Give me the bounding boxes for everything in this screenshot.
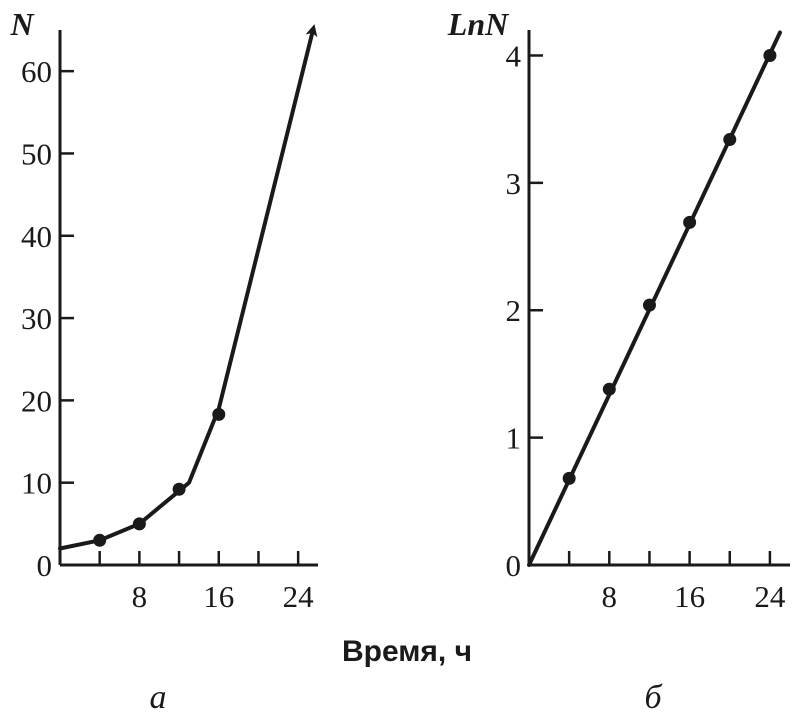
y-tick-label: 10	[21, 466, 52, 501]
chart-panel-a: N 0 10 20 30 40 50 60 8 16 24	[9, 6, 318, 614]
data-point	[212, 407, 226, 421]
y-tick-label: 40	[21, 219, 52, 254]
y-tick-label: 50	[21, 136, 52, 171]
data-point	[602, 382, 616, 396]
y-tick-label: 4	[506, 38, 522, 73]
panel-label-b: б	[644, 679, 663, 716]
data-point	[132, 517, 146, 531]
y-tick-label: 3	[506, 166, 522, 201]
data-point	[562, 471, 576, 485]
x-tick-label: 8	[602, 579, 618, 614]
data-point	[683, 215, 697, 229]
y-tick-label: 0	[506, 548, 522, 583]
data-point	[642, 298, 656, 312]
y-axis-title: N	[9, 6, 35, 42]
y-tick-label: 2	[506, 293, 522, 328]
panel-label-a: а	[150, 679, 167, 716]
y-tick-label: 30	[21, 301, 52, 336]
x-tick-label: 16	[674, 579, 705, 614]
y-axis-title: LnN	[447, 6, 510, 42]
y-tick-label: 20	[21, 383, 52, 418]
y-tick-label: 1	[506, 421, 522, 456]
series-line	[58, 24, 318, 551]
x-tick-label: 24	[754, 579, 786, 614]
x-tick-label: 24	[283, 579, 315, 614]
x-axis-label: Время, ч	[342, 635, 472, 668]
chart-panel-b: LnN 0 1 2 3 4 8 16 24	[447, 6, 790, 614]
x-tick-label: 16	[203, 579, 234, 614]
series-line	[527, 30, 782, 567]
data-point	[763, 48, 777, 62]
y-tick-label: 60	[21, 54, 52, 89]
y-tick-label: 0	[37, 548, 53, 583]
x-tick-label: 8	[132, 579, 148, 614]
data-point	[172, 482, 186, 496]
data-point	[723, 133, 737, 147]
data-point	[93, 533, 107, 547]
